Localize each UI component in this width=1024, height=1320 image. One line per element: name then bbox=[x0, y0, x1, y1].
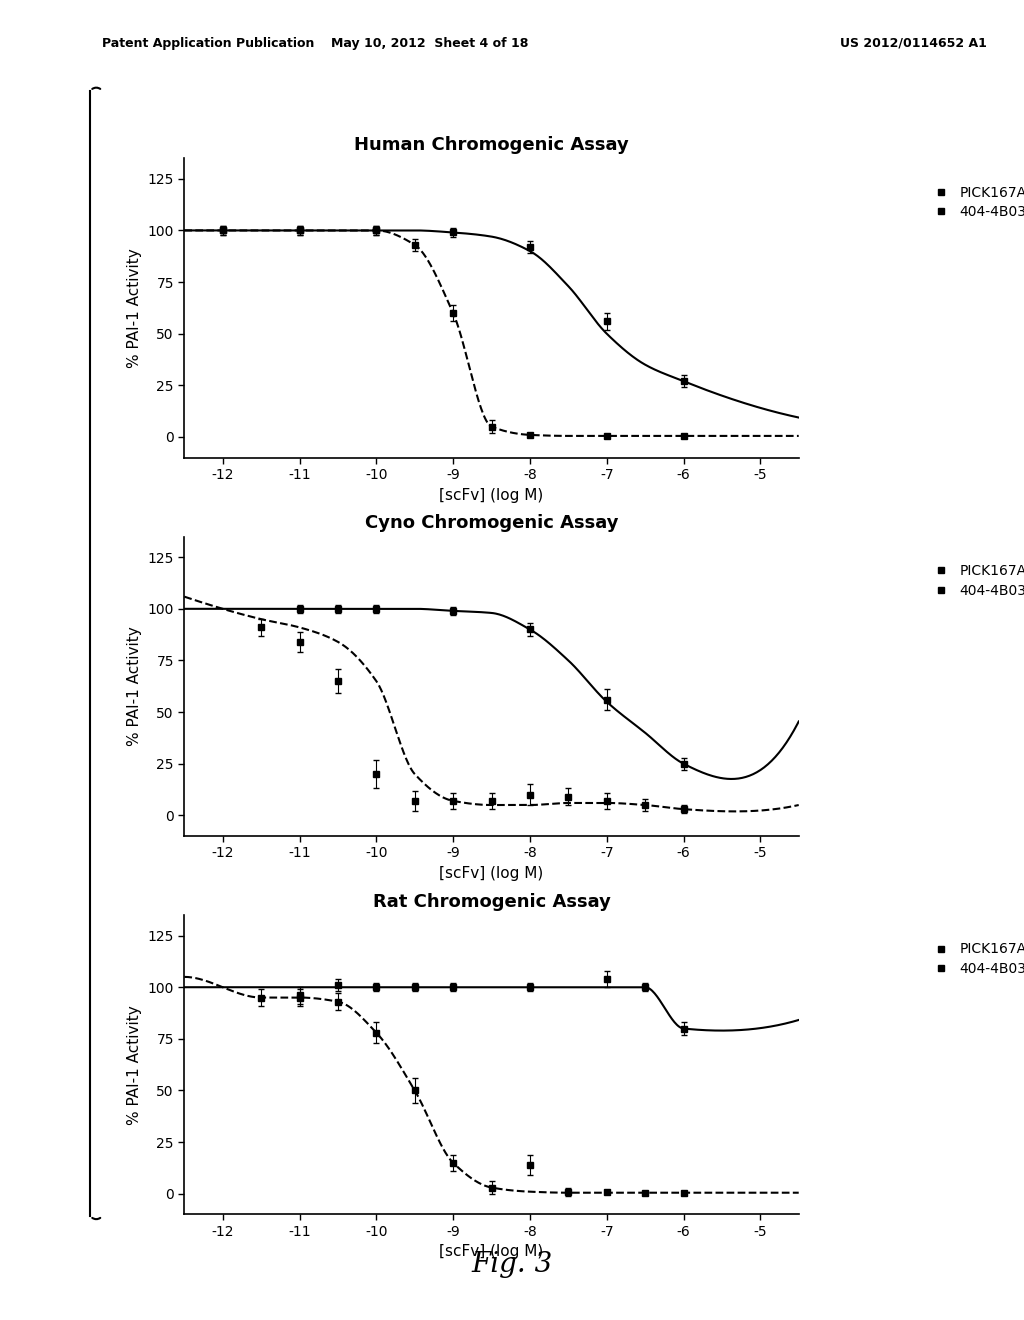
Legend: PICK167A01, 404-4B03: PICK167A01, 404-4B03 bbox=[922, 180, 1024, 224]
Title: Cyno Chromogenic Assay: Cyno Chromogenic Assay bbox=[365, 515, 618, 532]
Y-axis label: % PAI-1 Activity: % PAI-1 Activity bbox=[127, 1005, 142, 1125]
Title: Rat Chromogenic Assay: Rat Chromogenic Assay bbox=[373, 892, 610, 911]
Text: Patent Application Publication: Patent Application Publication bbox=[102, 37, 314, 50]
Text: US 2012/0114652 A1: US 2012/0114652 A1 bbox=[840, 37, 986, 50]
Title: Human Chromogenic Assay: Human Chromogenic Assay bbox=[354, 136, 629, 154]
X-axis label: [scFv] (log M): [scFv] (log M) bbox=[439, 1245, 544, 1259]
X-axis label: [scFv] (log M): [scFv] (log M) bbox=[439, 866, 544, 880]
Text: May 10, 2012  Sheet 4 of 18: May 10, 2012 Sheet 4 of 18 bbox=[332, 37, 528, 50]
Y-axis label: % PAI-1 Activity: % PAI-1 Activity bbox=[127, 248, 142, 368]
Text: Fig. 3: Fig. 3 bbox=[471, 1251, 553, 1278]
X-axis label: [scFv] (log M): [scFv] (log M) bbox=[439, 487, 544, 503]
Y-axis label: % PAI-1 Activity: % PAI-1 Activity bbox=[127, 627, 142, 746]
Legend: PICK167A01, 404-4B03: PICK167A01, 404-4B03 bbox=[922, 558, 1024, 603]
Legend: PICK167A01, 404-4B03: PICK167A01, 404-4B03 bbox=[922, 937, 1024, 982]
